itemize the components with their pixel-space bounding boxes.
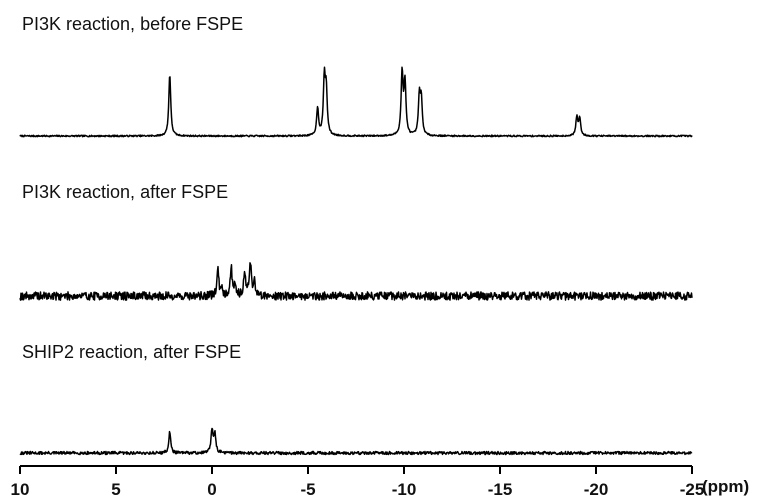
spectrum-trace-1 xyxy=(19,66,693,138)
x-tick-label: -15 xyxy=(488,480,513,499)
x-tick-label: -20 xyxy=(584,480,609,499)
x-tick-label: -10 xyxy=(392,480,417,499)
x-tick-label: 5 xyxy=(111,480,120,499)
spectrum-title-1: PI3K reaction, before FSPE xyxy=(22,14,243,34)
spectrum-trace-3 xyxy=(19,427,693,456)
x-tick-label: 0 xyxy=(207,480,216,499)
x-tick-label: 10 xyxy=(11,480,30,499)
x-tick-label: -5 xyxy=(300,480,315,499)
x-tick-label: -25 xyxy=(680,480,705,499)
spectrum-title-2: PI3K reaction, after FSPE xyxy=(22,182,228,202)
spectrum-title-3: SHIP2 reaction, after FSPE xyxy=(22,342,241,362)
x-axis-ticks: 10 5 0 -5 -10 -15 -20 -25 xyxy=(11,466,705,499)
spectrum-trace-2 xyxy=(19,262,693,301)
x-axis-unit-label: (ppm) xyxy=(702,477,749,496)
